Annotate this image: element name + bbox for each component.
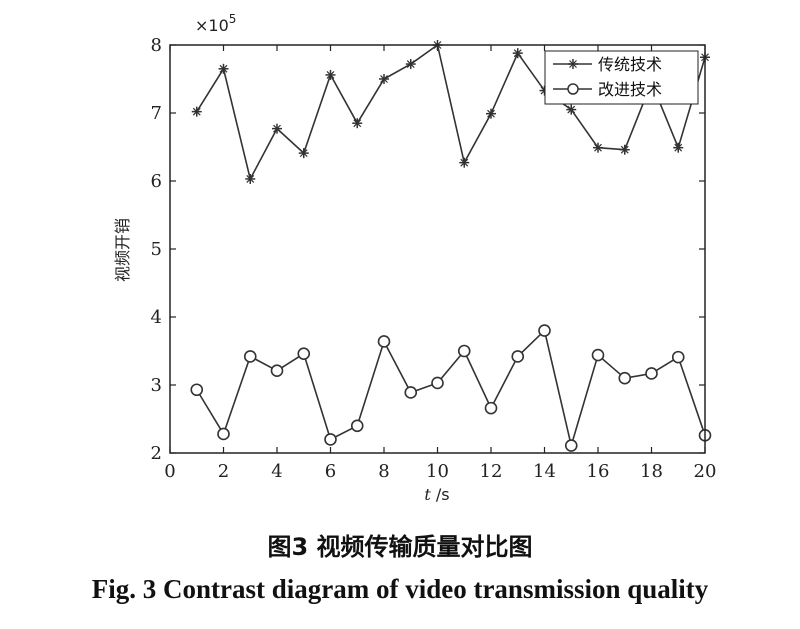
data-point-circle	[404, 386, 418, 399]
data-point-star	[486, 108, 496, 119]
x-tick-label: 12	[480, 461, 503, 482]
legend-star-glyph	[568, 59, 578, 69]
y-tick-label: 5	[151, 239, 162, 260]
data-point-circle	[217, 427, 230, 441]
data-point-circle	[564, 439, 578, 452]
data-point-star	[673, 142, 684, 153]
data-point-circle	[511, 350, 525, 363]
data-point-circle	[591, 348, 605, 362]
x-tick-label: 2	[218, 461, 229, 482]
data-point-star	[379, 74, 389, 84]
data-point-star	[298, 148, 309, 159]
x-tick-label: 8	[378, 461, 389, 482]
data-point-circle	[618, 371, 632, 385]
data-point-star	[272, 123, 282, 134]
y-tick-label: 8	[151, 35, 162, 56]
data-point-star	[352, 118, 363, 129]
data-point-circle	[671, 350, 685, 364]
data-point-star	[566, 104, 577, 115]
data-point-star	[619, 144, 630, 155]
data-point-star	[512, 48, 523, 59]
data-point-star	[593, 142, 603, 153]
data-point-circle	[484, 401, 498, 415]
series-line-1	[196, 329, 706, 447]
legend-circle-marker	[567, 83, 579, 95]
data-point-circle	[190, 383, 204, 397]
data-point-star	[218, 63, 229, 74]
x-tick-label: 6	[325, 461, 336, 482]
data-point-star	[459, 157, 470, 168]
y-tick-label: 3	[151, 375, 162, 396]
data-point-circle	[243, 350, 257, 363]
x-tick-label: 18	[640, 461, 663, 482]
legend-box	[544, 50, 699, 105]
x-axis-label: t /s	[424, 485, 449, 504]
x-tick-label: 0	[164, 461, 175, 482]
data-point-circle	[538, 324, 551, 337]
y-tick-label: 6	[151, 171, 162, 192]
data-point-star	[405, 59, 416, 70]
x-tick-label: 16	[587, 461, 610, 482]
x-tick-label: 10	[426, 461, 449, 482]
x-tick-label: 20	[694, 461, 717, 482]
data-point-circle	[350, 419, 364, 433]
legend-star-marker	[568, 59, 578, 69]
y-tick-label: 4	[151, 307, 162, 328]
data-point-circle	[431, 376, 444, 390]
exponent-label: ×105	[195, 12, 236, 35]
data-point-circle	[270, 364, 284, 378]
data-point-star	[245, 173, 256, 184]
plot-frame	[169, 44, 706, 454]
data-point-circle	[324, 433, 337, 446]
data-point-circle	[297, 347, 311, 361]
y-tick-label: 2	[151, 443, 162, 464]
caption-english: Fig. 3 Contrast diagram of video transmi…	[91, 574, 709, 604]
data-point-star	[325, 69, 336, 80]
legend: 传统技术 改进技术	[544, 50, 699, 105]
y-axis-label: 视频开销	[113, 218, 132, 282]
legend-label-improved: 改进技术	[598, 80, 662, 99]
data-point-circle	[645, 367, 658, 380]
y-tick-label: 7	[151, 103, 162, 124]
data-point-star	[191, 106, 202, 117]
x-tick-label: 14	[533, 461, 556, 482]
caption-chinese: 图3 视频传输质量对比图	[267, 533, 533, 561]
data-point-circle	[457, 344, 471, 358]
x-tick-label: 4	[271, 461, 282, 482]
legend-label-traditional: 传统技术	[598, 55, 662, 74]
data-point-circle	[377, 335, 391, 348]
